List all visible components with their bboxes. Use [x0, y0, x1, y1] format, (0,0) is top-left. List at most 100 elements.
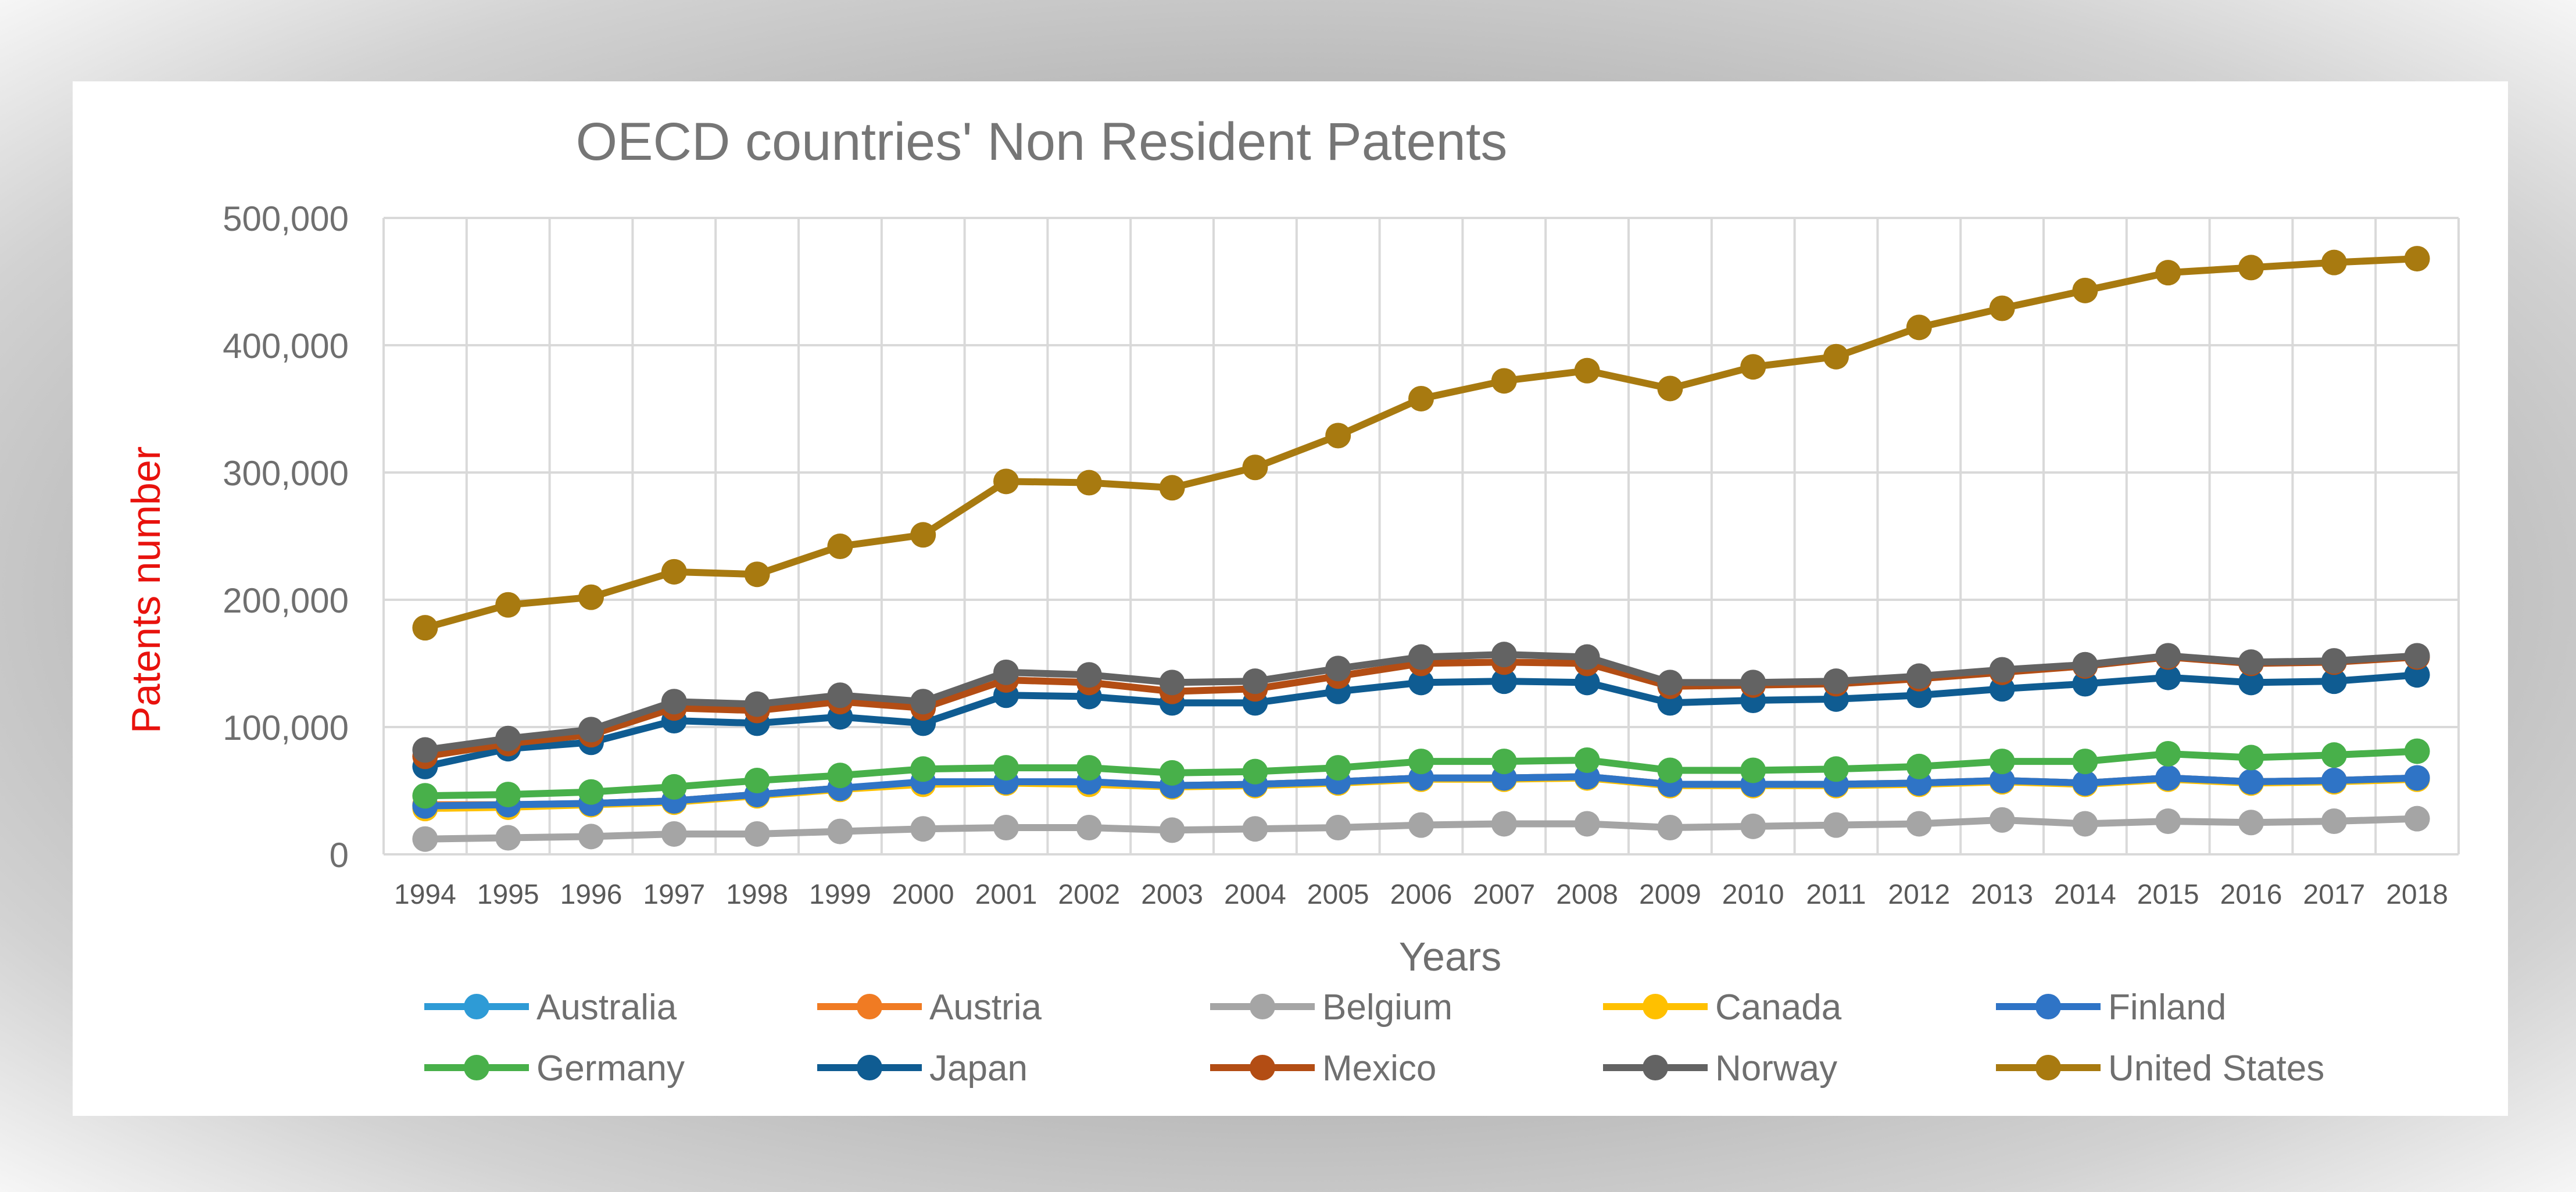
data-point-norway — [495, 725, 521, 751]
data-point-germany — [1574, 747, 1600, 773]
data-point-germany — [1989, 749, 2015, 775]
data-point-germany — [2404, 738, 2430, 764]
x-tick-label: 1998 — [726, 879, 788, 910]
data-point-belgium — [412, 826, 438, 852]
y-tick-label: 500,000 — [223, 199, 349, 238]
data-point-japan — [2072, 671, 2098, 697]
data-point-finland — [2321, 767, 2347, 793]
data-point-united-states — [2155, 260, 2181, 286]
data-point-norway — [910, 689, 936, 715]
y-axis-ticks: 0 100,000 200,000 300,000 400,000 500,000 — [223, 199, 349, 875]
x-tick-label: 2007 — [1473, 879, 1535, 910]
x-tick-label: 2003 — [1141, 879, 1203, 910]
x-tick-label: 2004 — [1224, 879, 1286, 910]
data-point-norway — [1574, 644, 1600, 670]
data-point-norway — [1325, 656, 1351, 682]
legend-item: Norway — [1603, 1048, 1837, 1089]
data-point-norway — [2155, 643, 2181, 669]
data-point-belgium — [2155, 808, 2181, 835]
y-tick-label: 200,000 — [223, 581, 349, 620]
data-point-belgium — [1491, 811, 1517, 837]
data-point-germany — [1657, 757, 1683, 783]
data-point-belgium — [993, 815, 1019, 841]
data-point-germany — [1325, 755, 1351, 781]
legend-label: Norway — [1715, 1048, 1837, 1089]
x-tick-label: 1996 — [560, 879, 622, 910]
data-point-germany — [1159, 760, 1185, 786]
gridlines — [382, 217, 2460, 855]
legend-label: Austria — [929, 987, 1042, 1028]
legend-marker — [1250, 1055, 1275, 1080]
data-point-belgium — [2072, 811, 2098, 837]
data-point-united-states — [412, 615, 438, 641]
x-tick-label: 2002 — [1058, 879, 1120, 910]
data-point-germany — [2155, 740, 2181, 767]
legend-label: Germany — [536, 1048, 685, 1089]
data-point-norway — [1740, 670, 1766, 696]
data-point-belgium — [495, 825, 521, 851]
data-point-belgium — [1242, 816, 1268, 842]
x-axis-title: Years — [1399, 934, 1501, 979]
data-point-united-states — [827, 534, 853, 560]
x-tick-label: 2001 — [975, 879, 1037, 910]
data-point-united-states — [1657, 375, 1683, 402]
data-point-united-states — [2404, 246, 2430, 272]
legend-marker — [1643, 1055, 1668, 1080]
data-point-united-states — [578, 584, 604, 610]
legend-item: Germany — [424, 1048, 685, 1089]
data-point-belgium — [578, 824, 604, 850]
legend-label: Australia — [536, 987, 677, 1028]
data-point-norway — [2404, 643, 2430, 669]
data-point-norway — [1076, 662, 1102, 688]
data-point-norway — [1242, 668, 1268, 695]
data-point-finland — [2404, 765, 2430, 791]
data-point-norway — [412, 737, 438, 763]
data-point-germany — [993, 755, 1019, 781]
x-tick-label: 1994 — [394, 879, 456, 910]
data-point-united-states — [2238, 255, 2264, 281]
data-point-united-states — [1740, 354, 1766, 380]
data-point-finland — [2238, 769, 2264, 795]
legend-marker — [857, 1055, 882, 1080]
data-point-norway — [1989, 657, 2015, 683]
data-point-germany — [2321, 742, 2347, 768]
y-tick-label: 300,000 — [223, 454, 349, 493]
data-point-norway — [1159, 670, 1185, 696]
data-point-norway — [2238, 649, 2264, 675]
chart-card: 0 100,000 200,000 300,000 400,000 500,000 199… — [73, 81, 2508, 1116]
data-point-germany — [1076, 755, 1102, 781]
legend-item: Belgium — [1210, 987, 1452, 1028]
data-point-finland — [2072, 770, 2098, 796]
data-point-finland — [1989, 767, 2015, 793]
legend-marker — [464, 994, 489, 1019]
y-axis-title: Patents number — [123, 446, 169, 733]
data-point-germany — [1242, 758, 1268, 785]
data-point-norway — [2072, 652, 2098, 678]
legend-label: Japan — [929, 1048, 1028, 1089]
data-point-germany — [1491, 749, 1517, 775]
data-point-united-states — [744, 561, 770, 588]
legend-label: United States — [2108, 1048, 2324, 1089]
data-point-norway — [1906, 663, 1932, 689]
y-tick-label: 400,000 — [223, 327, 349, 366]
data-point-norway — [1823, 668, 1849, 695]
legend-label: Belgium — [1322, 987, 1452, 1028]
data-point-belgium — [827, 818, 853, 844]
legend-marker — [857, 994, 882, 1019]
data-point-united-states — [2072, 277, 2098, 303]
x-tick-label: 2012 — [1888, 879, 1950, 910]
data-point-germany — [495, 782, 521, 808]
x-tick-label: 2016 — [2220, 879, 2282, 910]
data-point-germany — [2072, 749, 2098, 775]
y-tick-label: 0 — [330, 836, 349, 875]
data-point-belgium — [661, 821, 687, 847]
data-point-finland — [2155, 765, 2181, 791]
data-point-belgium — [1657, 815, 1683, 841]
data-point-germany — [827, 763, 853, 789]
data-point-belgium — [1823, 812, 1849, 838]
x-tick-label: 2000 — [892, 879, 954, 910]
series-norway — [412, 642, 2430, 763]
data-point-united-states — [910, 522, 936, 548]
data-point-belgium — [2321, 808, 2347, 835]
